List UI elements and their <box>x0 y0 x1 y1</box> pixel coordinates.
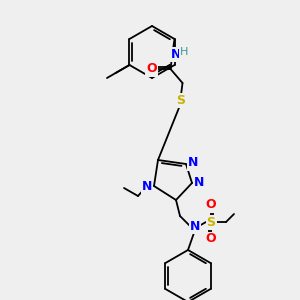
Text: N: N <box>190 220 200 232</box>
Text: N: N <box>188 157 198 169</box>
Text: O: O <box>146 62 157 76</box>
Text: S: S <box>176 94 185 106</box>
Text: O: O <box>206 199 216 212</box>
Text: S: S <box>206 215 215 229</box>
Text: N: N <box>142 179 152 193</box>
Text: O: O <box>206 232 216 245</box>
Text: N: N <box>171 47 182 61</box>
Text: H: H <box>180 47 189 57</box>
Text: N: N <box>194 176 204 190</box>
